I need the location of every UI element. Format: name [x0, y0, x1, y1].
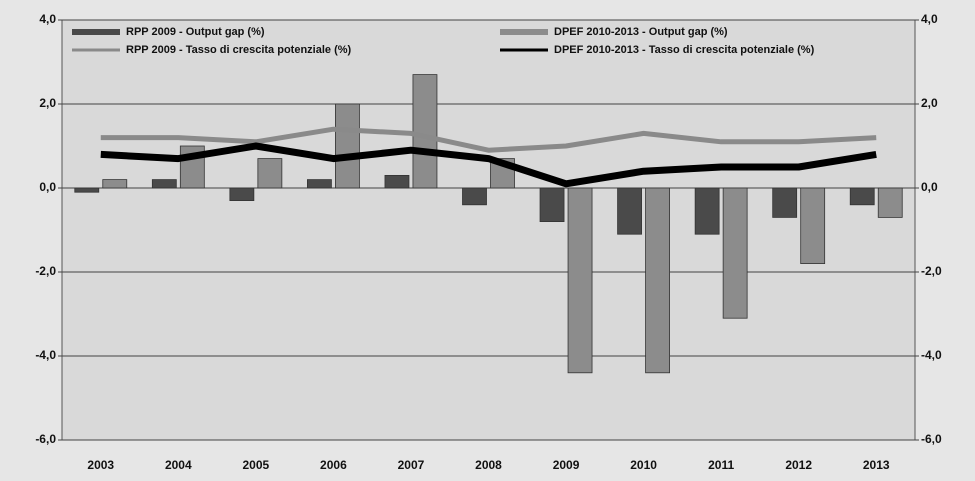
- legend-label: DPEF 2010-2013 - Tasso di crescita poten…: [554, 44, 815, 56]
- x-tick-label: 2009: [553, 458, 580, 472]
- x-tick-label: 2012: [785, 458, 812, 472]
- y2-tick-label: 4,0: [921, 12, 938, 26]
- bar: [462, 187, 487, 206]
- y-tick-label: 4,0: [39, 12, 56, 26]
- bar: [412, 74, 438, 189]
- y-tick-label: -6,0: [35, 432, 56, 446]
- line: [100, 142, 877, 188]
- bar: [257, 158, 283, 189]
- y2-tick-label: 0,0: [921, 180, 938, 194]
- bar: [384, 174, 410, 189]
- y2-tick-label: -4,0: [921, 348, 942, 362]
- y-tick-label: -2,0: [35, 264, 56, 278]
- x-tick-label: 2013: [863, 458, 890, 472]
- legend-swatch: [500, 29, 548, 35]
- x-tick-label: 2004: [165, 458, 192, 472]
- legend: RPP 2009 - Output gap (%) DPEF 2010-2013 …: [72, 26, 815, 56]
- bar: [617, 187, 642, 235]
- y2-tick-label: -2,0: [921, 264, 942, 278]
- bar: [539, 187, 565, 222]
- x-tick-label: 2007: [398, 458, 425, 472]
- x-tick-label: 2010: [630, 458, 657, 472]
- bar: [645, 187, 670, 374]
- legend-swatch: [72, 29, 120, 35]
- x-tick-label: 2011: [708, 458, 734, 472]
- y-tick-label: 0,0: [39, 180, 56, 194]
- legend-label: RPP 2009 - Tasso di crescita potenziale …: [126, 44, 352, 56]
- plot-area: [61, 19, 916, 441]
- y2-tick-label: -6,0: [921, 432, 942, 446]
- bar: [722, 187, 748, 319]
- y-tick-label: -4,0: [35, 348, 56, 362]
- x-tick-label: 2005: [243, 458, 270, 472]
- bar: [800, 187, 826, 264]
- legend-label: DPEF 2010-2013 - Output gap (%): [554, 26, 728, 38]
- y-tick-label: 2,0: [39, 96, 56, 110]
- bar: [567, 187, 593, 374]
- bar: [102, 179, 128, 189]
- bar: [74, 187, 100, 193]
- bar: [849, 187, 875, 206]
- line: [100, 126, 877, 153]
- x-tick-label: 2008: [475, 458, 502, 472]
- bar: [151, 179, 177, 189]
- x-tick-label: 2006: [320, 458, 347, 472]
- bar: [335, 103, 360, 189]
- y2-tick-label: 2,0: [921, 96, 938, 110]
- legend-label: RPP 2009 - Output gap (%): [126, 26, 265, 38]
- bar: [694, 187, 720, 235]
- bar: [772, 187, 798, 218]
- bar: [307, 179, 332, 189]
- x-tick-label: 2003: [87, 458, 114, 472]
- bar: [229, 187, 255, 201]
- bar: [877, 187, 903, 218]
